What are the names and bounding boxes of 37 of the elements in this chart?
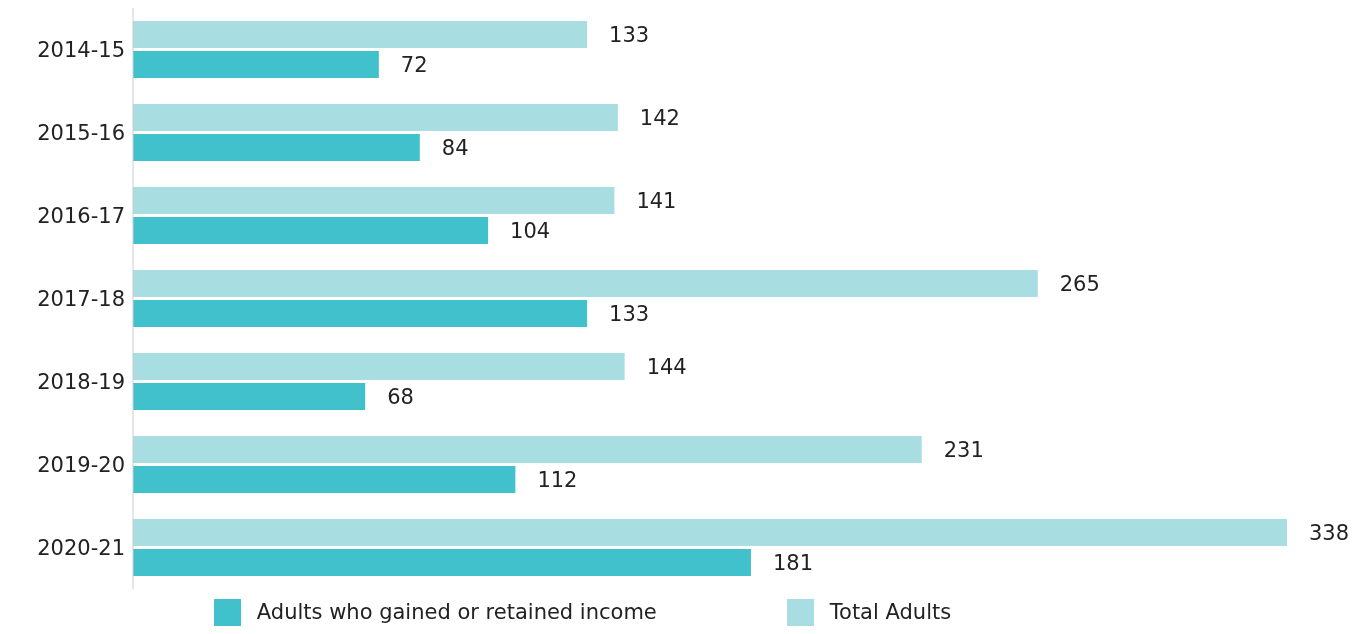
y-tick-label: 2018-19 (37, 369, 125, 394)
data-label: 231 (943, 437, 984, 462)
data-label: 104 (510, 218, 551, 243)
data-label: 84 (441, 135, 469, 160)
bar (133, 134, 420, 161)
data-label: 112 (537, 467, 578, 492)
bar (133, 549, 751, 576)
bar (133, 187, 615, 214)
data-label: 133 (609, 301, 650, 326)
legend-label: Total Adults (829, 599, 952, 624)
y-tick-label: 2017-18 (37, 286, 125, 311)
y-tick-label: 2014-15 (37, 37, 125, 62)
bar (133, 270, 1038, 297)
data-label: 265 (1059, 271, 1100, 296)
y-tick-label: 2015-16 (37, 120, 125, 145)
bar (133, 436, 922, 463)
bar (133, 51, 379, 78)
bar (133, 519, 1287, 546)
data-label: 144 (646, 354, 687, 379)
bar (133, 21, 588, 48)
y-tick-label: 2019-20 (37, 452, 125, 477)
bar (133, 383, 366, 410)
data-label: 68 (387, 384, 414, 409)
bar (133, 466, 516, 493)
data-label: 181 (772, 550, 814, 575)
legend-label: Adults who gained or retained income (256, 599, 657, 624)
data-label: 338 (1309, 520, 1350, 545)
bar (133, 300, 588, 327)
bar (133, 104, 618, 131)
data-label: 133 (609, 22, 650, 47)
bar (133, 353, 625, 380)
y-tick-label: 2020-21 (37, 535, 125, 560)
data-label: 142 (639, 105, 680, 130)
data-label: 72 (400, 52, 428, 77)
bar (133, 217, 489, 244)
data-label: 141 (636, 188, 677, 213)
y-tick-label: 2016-17 (37, 203, 125, 228)
